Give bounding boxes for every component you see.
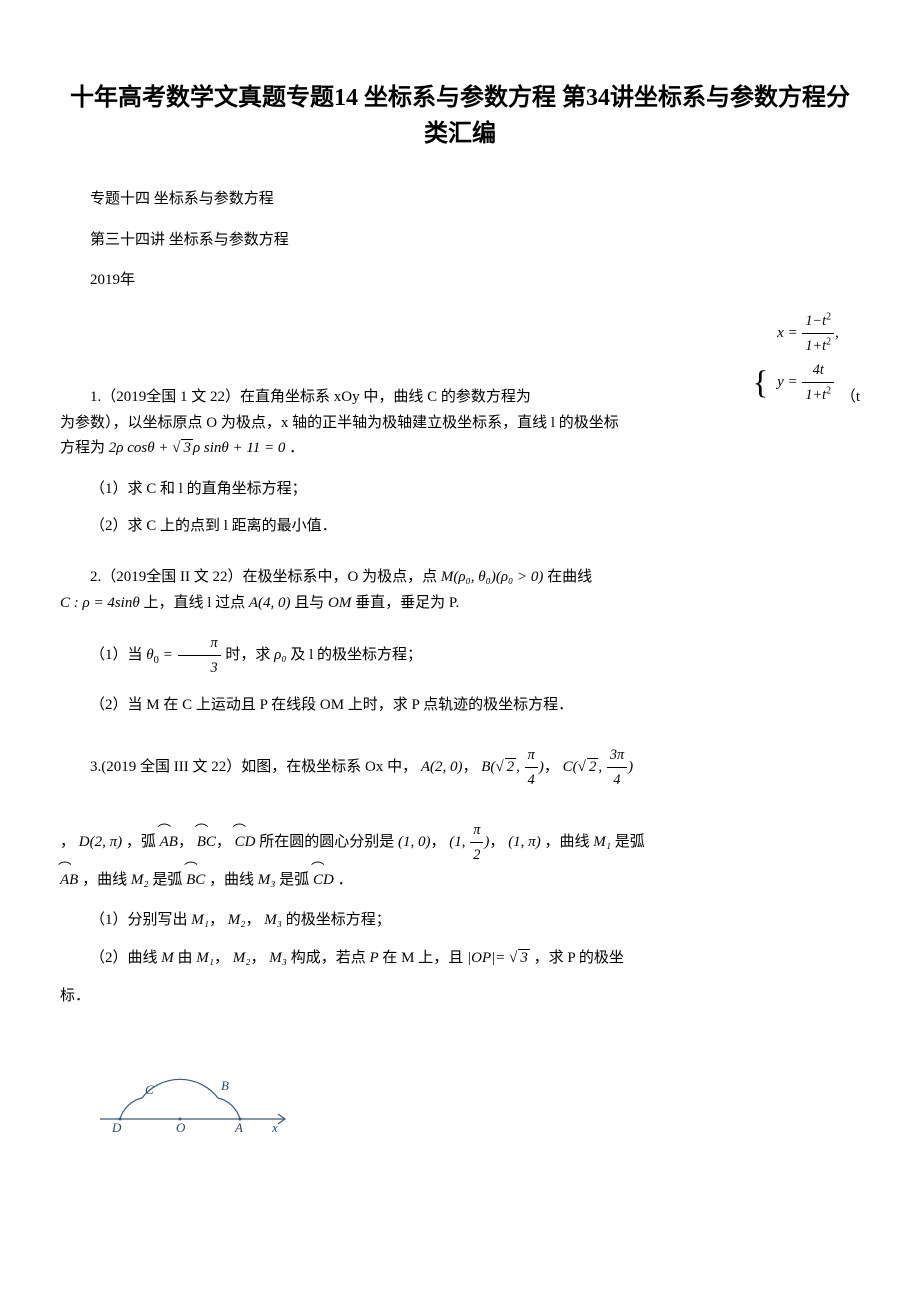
q3-center2: (1, π2)	[449, 834, 489, 850]
q3s2-op: |OP|= √3	[467, 950, 530, 966]
q2-c-expr: C : ρ = 4sinθ	[60, 595, 140, 611]
q3s2-m2: M₂	[233, 950, 251, 966]
q3-figure: B C D O A x	[90, 1034, 860, 1154]
subtitle-2: 第三十四讲 坐标系与参数方程	[60, 228, 860, 254]
arc-ab-1: AB	[160, 830, 178, 856]
q1-sub2: （2）求 C 上的点到 l 距离的最小值．	[60, 514, 860, 540]
fig-label-a: A	[234, 1120, 243, 1135]
q3-a: A(2, 0)	[421, 759, 463, 775]
year-label: 2019年	[60, 268, 860, 294]
q2-lead: 2.（2019全国 II 文 22）在极坐标系中，O 为极点，点 M(ρ₀, θ…	[60, 565, 860, 616]
q3s1-m3: M₃	[264, 912, 282, 928]
q3s2-m1: M₁	[196, 950, 214, 966]
q3-sub1: （1）分别写出 M₁， M₂， M₃ 的极坐标方程；	[60, 908, 860, 934]
q3-d: D(2, π)	[79, 834, 122, 850]
q2-m-expr: M(ρ₀, θ₀)(ρ₀ > 0)	[441, 569, 544, 585]
subtitle-1: 专题十四 坐标系与参数方程	[60, 187, 860, 213]
q3-c: C(√2, 3π4)	[563, 759, 634, 775]
page-title: 十年高考数学文真题专题14 坐标系与参数方程 第34讲坐标系与参数方程分类汇编	[60, 80, 860, 152]
q3-center3: (1, π)	[508, 834, 541, 850]
arc-bc-2: BC	[186, 868, 205, 894]
q1-lead-a: 1.（2019全国 1 文 22）在直角坐标系 xOy 中，曲线 C 的参数方程…	[60, 385, 531, 411]
q2-rho0: ρ₀	[274, 647, 286, 663]
q1-polar-eq: 2ρ cosθ + √3ρ sinθ + 11 = 0	[109, 440, 286, 456]
q2-a-expr: A(4, 0)	[249, 595, 291, 611]
q3-center1: (1, 0)	[398, 834, 431, 850]
arc-bc-1: BC	[197, 830, 216, 856]
q3-m3-a: M₃	[258, 872, 276, 888]
arc-cd-2: CD	[313, 868, 334, 894]
q3s2-p: P	[369, 950, 378, 966]
q3-b: B(√2, π4)	[481, 759, 544, 775]
q3-m1-a: M₁	[593, 834, 611, 850]
q3s1-m1: M₁	[191, 912, 209, 928]
q1-continuation: 为参数），以坐标原点 O 为极点，x 轴的正半轴为极轴建立极坐标系，直线 l 的…	[60, 411, 860, 462]
q3s2-m3: M₃	[269, 950, 287, 966]
q2-sub1: （1）当 θ0 = π3 时，求 ρ₀ 及 l 的极坐标方程；	[60, 631, 860, 680]
polar-diagram: B C D O A x	[90, 1034, 300, 1144]
q1-parametric-eq: { x = 1−t21+t2, y = 4t1+t2	[753, 309, 839, 411]
fig-label-b: B	[221, 1078, 229, 1093]
q3-sub2-cont: 标．	[60, 984, 860, 1010]
q1-sub1: （1）求 C 和 l 的直角坐标方程；	[60, 477, 860, 503]
fig-label-o: O	[176, 1120, 186, 1135]
q2-theta-eq: θ0 = π3	[146, 647, 221, 663]
q3-sub2: （2）曲线 M 由 M₁， M₂， M₃ 构成，若点 P 在 M 上，且 |OP…	[60, 946, 860, 972]
q2-om: OM	[328, 595, 351, 611]
fig-label-c: C	[145, 1082, 154, 1097]
q1-lead-row: 1.（2019全国 1 文 22）在直角坐标系 xOy 中，曲线 C 的参数方程…	[60, 309, 860, 411]
fig-label-d: D	[111, 1120, 122, 1135]
arc-cd-1: CD	[235, 830, 256, 856]
q3s2-m: M	[161, 950, 174, 966]
q3-m2-a: M₂	[131, 872, 149, 888]
q3s1-m2: M₂	[228, 912, 246, 928]
q1-lead-b: （t	[841, 385, 860, 411]
arc-ab-2: AB	[60, 868, 78, 894]
fig-label-x: x	[271, 1120, 278, 1135]
q3-lead: 3.(2019 全国 III 文 22）如图，在极坐标系 Ox 中， A(2, …	[60, 743, 860, 893]
q2-sub2: （2）当 M 在 C 上运动且 P 在线段 OM 上时，求 P 点轨迹的极坐标方…	[60, 693, 860, 719]
